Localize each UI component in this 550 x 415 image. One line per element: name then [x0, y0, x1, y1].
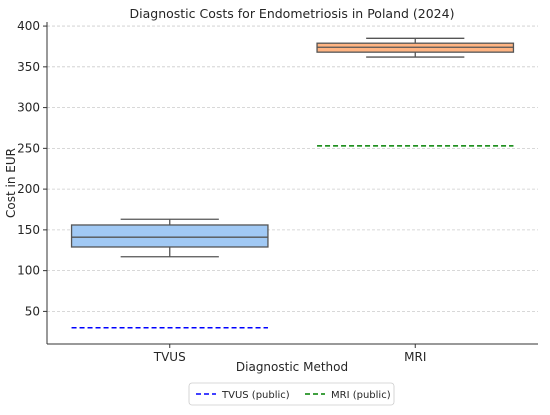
x-axis-label: Diagnostic Method — [236, 360, 348, 374]
y-tick-label: 350 — [17, 60, 40, 74]
y-axis-label: Cost in EUR — [4, 148, 18, 218]
x-tick-label: TVUS — [153, 350, 186, 364]
y-tick-label: 50 — [25, 304, 40, 318]
y-axis-ticks: 50 100 150 200 250 300 350 400 — [17, 19, 47, 318]
legend-label: MRI (public) — [331, 390, 391, 401]
legend-items: TVUS (public) MRI (public) — [196, 390, 391, 401]
y-tick-label: 250 — [17, 141, 40, 155]
box-tvus — [70, 218, 269, 258]
grid-lines — [47, 25, 538, 312]
y-tick-label: 300 — [17, 101, 40, 115]
legend-frame — [188, 382, 395, 406]
x-tick-label: MRI — [404, 350, 426, 364]
y-tick-label: 200 — [17, 182, 40, 196]
y-tick-label: 100 — [17, 264, 40, 278]
box-mri — [316, 37, 515, 58]
chart-title: Diagnostic Costs for Endometriosis in Po… — [130, 6, 455, 21]
reference-lines — [71, 145, 514, 329]
legend: TVUS (public) MRI (public) — [188, 382, 395, 406]
legend-label: TVUS (public) — [221, 390, 290, 401]
box-body — [70, 224, 269, 248]
x-axis-ticks: TVUS MRI — [153, 344, 426, 364]
y-tick-label: 150 — [17, 223, 40, 237]
box-series — [70, 37, 515, 258]
y-tick-label: 400 — [17, 19, 40, 33]
